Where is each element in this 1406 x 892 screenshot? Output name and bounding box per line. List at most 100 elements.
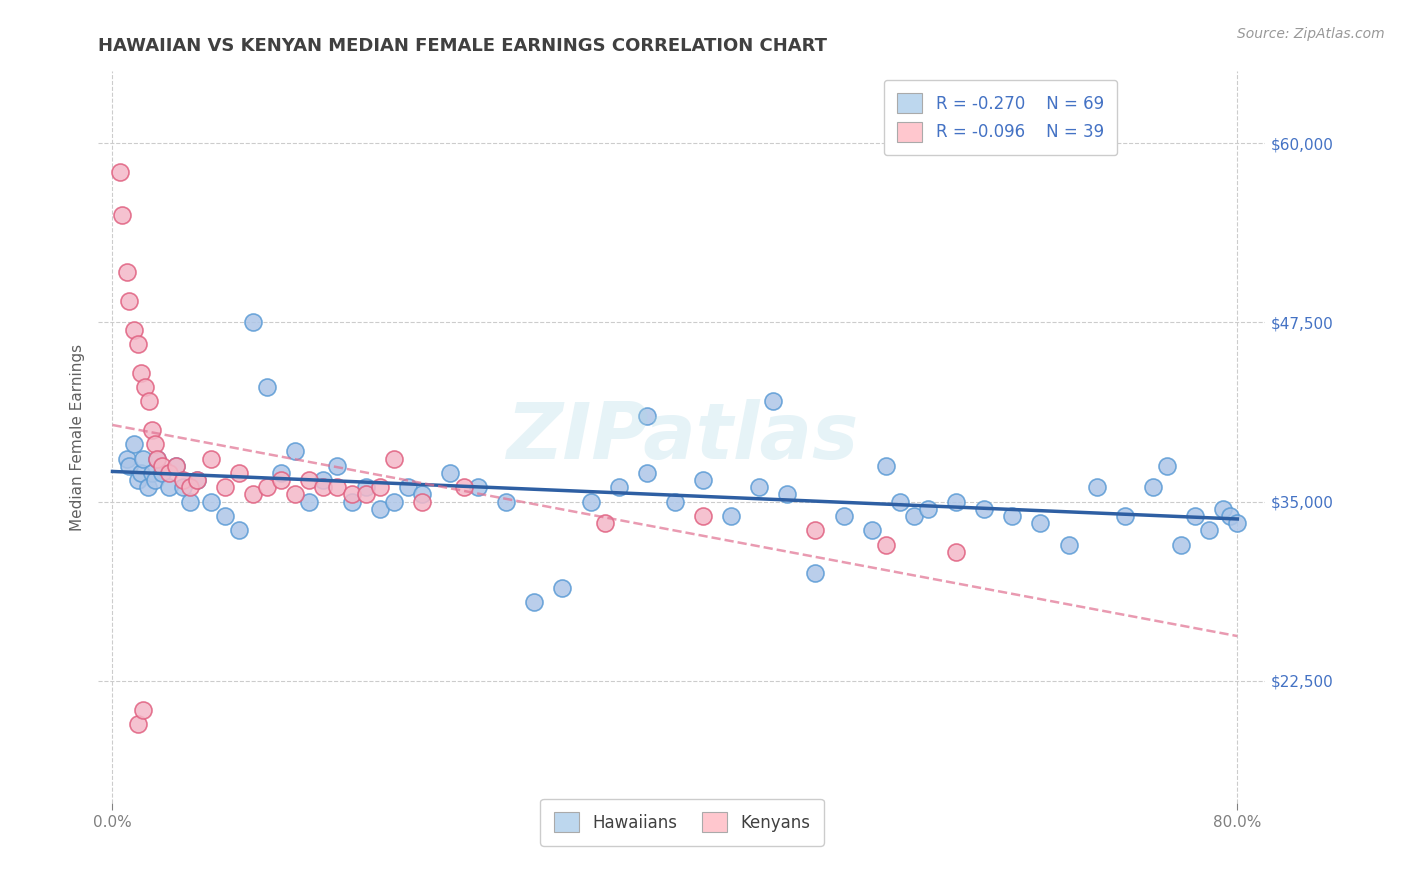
Point	[143, 473, 166, 487]
Point	[1198, 524, 1220, 538]
Point	[242, 315, 264, 329]
Point	[111, 208, 134, 222]
Point	[368, 480, 391, 494]
Point	[593, 516, 616, 530]
Point	[157, 466, 180, 480]
Point	[256, 480, 278, 494]
Point	[368, 501, 391, 516]
Point	[165, 458, 187, 473]
Point	[396, 480, 419, 494]
Point	[129, 466, 152, 480]
Point	[1170, 538, 1192, 552]
Point	[129, 366, 152, 380]
Point	[903, 508, 925, 523]
Point	[136, 480, 159, 494]
Point	[875, 538, 897, 552]
Point	[636, 466, 658, 480]
Point	[179, 480, 201, 494]
Point	[214, 508, 236, 523]
Point	[1156, 458, 1178, 473]
Point	[340, 487, 363, 501]
Point	[776, 487, 799, 501]
Point	[115, 265, 138, 279]
Point	[1029, 516, 1052, 530]
Point	[1184, 508, 1206, 523]
Point	[200, 494, 222, 508]
Point	[664, 494, 686, 508]
Legend: Hawaiians, Kenyans: Hawaiians, Kenyans	[540, 798, 824, 846]
Point	[973, 501, 995, 516]
Point	[340, 494, 363, 508]
Point	[1085, 480, 1108, 494]
Point	[692, 508, 714, 523]
Point	[200, 451, 222, 466]
Point	[143, 437, 166, 451]
Point	[228, 524, 250, 538]
Point	[284, 487, 307, 501]
Point	[945, 545, 967, 559]
Point	[354, 480, 377, 494]
Point	[1226, 516, 1249, 530]
Point	[411, 487, 433, 501]
Point	[945, 494, 967, 508]
Point	[122, 437, 145, 451]
Point	[186, 473, 208, 487]
Point	[146, 451, 169, 466]
Point	[118, 458, 141, 473]
Point	[214, 480, 236, 494]
Text: ZIPatlas: ZIPatlas	[506, 399, 858, 475]
Point	[1212, 501, 1234, 516]
Point	[141, 466, 163, 480]
Point	[467, 480, 489, 494]
Point	[256, 380, 278, 394]
Point	[132, 451, 155, 466]
Point	[495, 494, 517, 508]
Point	[720, 508, 742, 523]
Point	[118, 293, 141, 308]
Point	[1142, 480, 1164, 494]
Point	[115, 451, 138, 466]
Point	[134, 380, 156, 394]
Point	[270, 466, 292, 480]
Point	[141, 423, 163, 437]
Point	[832, 508, 855, 523]
Point	[157, 480, 180, 494]
Point	[917, 501, 939, 516]
Point	[1114, 508, 1136, 523]
Point	[804, 566, 827, 581]
Point	[382, 494, 405, 508]
Point	[138, 394, 160, 409]
Point	[127, 336, 149, 351]
Point	[382, 451, 405, 466]
Point	[439, 466, 461, 480]
Point	[108, 165, 131, 179]
Point	[172, 473, 194, 487]
Point	[127, 473, 149, 487]
Point	[326, 480, 349, 494]
Point	[523, 595, 546, 609]
Point	[762, 394, 785, 409]
Point	[179, 494, 201, 508]
Point	[551, 581, 574, 595]
Point	[1057, 538, 1080, 552]
Point	[312, 473, 335, 487]
Y-axis label: Median Female Earnings: Median Female Earnings	[69, 343, 84, 531]
Point	[326, 458, 349, 473]
Text: Source: ZipAtlas.com: Source: ZipAtlas.com	[1237, 27, 1385, 41]
Point	[298, 494, 321, 508]
Point	[636, 409, 658, 423]
Point	[453, 480, 475, 494]
Point	[122, 322, 145, 336]
Point	[165, 458, 187, 473]
Point	[1001, 508, 1024, 523]
Point	[150, 466, 173, 480]
Point	[748, 480, 770, 494]
Point	[172, 480, 194, 494]
Point	[692, 473, 714, 487]
Point	[354, 487, 377, 501]
Point	[889, 494, 911, 508]
Point	[127, 717, 149, 731]
Point	[146, 451, 169, 466]
Point	[270, 473, 292, 487]
Point	[284, 444, 307, 458]
